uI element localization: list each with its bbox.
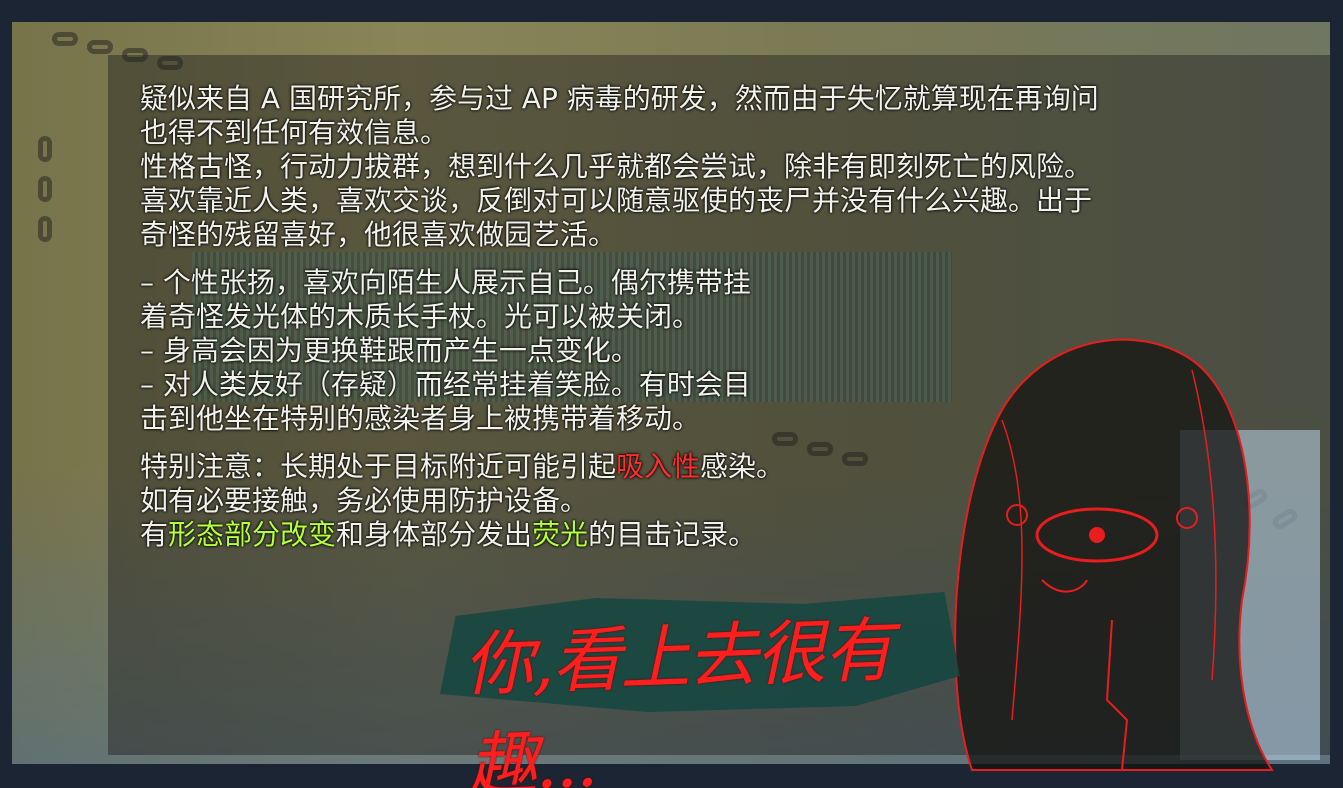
trait-line: 击到他坐在特别的感染者身上被携带着移动。 bbox=[140, 402, 701, 435]
city-background bbox=[192, 252, 952, 402]
chain-link-decoration bbox=[842, 452, 868, 466]
chain-link-decoration bbox=[807, 442, 833, 456]
banner-text: 你,看上去很有趣... bbox=[462, 609, 894, 788]
description-line: 奇怪的残留喜好，他很喜欢做园艺活。 bbox=[140, 218, 617, 251]
description-line: 喜欢靠近人类，喜欢交谈，反倒对可以随意驱使的丧尸并没有什么兴趣。出于 bbox=[140, 184, 1093, 217]
trait-line: 着奇怪发光体的木质长手杖。光可以被关闭。 bbox=[140, 300, 701, 333]
description-line: 性格古怪，行动力拔群，想到什么几乎就都会尝试，除非有即刻死亡的风险。 bbox=[140, 150, 1093, 183]
notice-text: 特别注意：长期处于目标附近可能引起 bbox=[140, 450, 617, 483]
chain-link-decoration bbox=[157, 56, 183, 70]
character-sketch bbox=[954, 338, 1274, 771]
trait-line: – 个性张扬，喜欢向陌生人展示自己。偶尔携带挂 bbox=[140, 266, 751, 299]
profile-text: 疑似来自 A 国研究所，参与过 AP 病毒的研发，然而由于失忆就算现在再询问 也… bbox=[140, 82, 1300, 552]
description-line: 也得不到任何有效信息。 bbox=[140, 116, 449, 149]
description-line: 疑似来自 A 国研究所，参与过 AP 病毒的研发，然而由于失忆就算现在再询问 bbox=[140, 82, 1099, 115]
chain-link-decoration bbox=[87, 40, 113, 54]
highlight-inhalation: 吸入性 bbox=[616, 450, 701, 483]
trait-line: – 对人类友好（存疑）而经常挂着笑脸。有时会目 bbox=[140, 368, 751, 401]
chain-link-decoration bbox=[772, 432, 798, 446]
notice-text: 和身体部分发出 bbox=[336, 518, 533, 551]
notice-text: 的目击记录。 bbox=[588, 518, 757, 551]
speech-banner bbox=[440, 592, 960, 712]
highlight-fluorescence: 荧光 bbox=[532, 518, 589, 551]
chain-link-decoration bbox=[38, 176, 52, 202]
notice-line-1: 特别注意：长期处于目标附近可能引起吸入性感染。 bbox=[140, 450, 1300, 484]
notice-text: 有 bbox=[140, 518, 169, 551]
notice-text: 感染。 bbox=[700, 450, 785, 483]
highlight-form-change: 形态部分改变 bbox=[168, 518, 337, 551]
notice-line-2: 如有必要接触，务必使用防护设备。 bbox=[140, 484, 589, 517]
chain-link-decoration bbox=[122, 48, 148, 62]
trait-line: – 身高会因为更换鞋跟而产生一点变化。 bbox=[140, 334, 639, 367]
chain-link-decoration bbox=[52, 32, 78, 46]
notice-line-3: 有形态部分改变和身体部分发出荧光的目击记录。 bbox=[140, 518, 1300, 552]
chain-link-decoration bbox=[38, 216, 52, 242]
chain-link-decoration bbox=[38, 136, 52, 162]
